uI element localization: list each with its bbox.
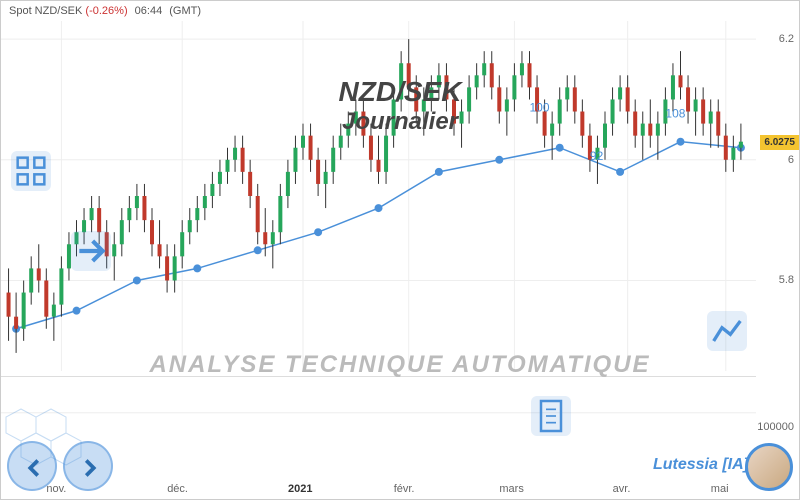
timezone: (GMT) xyxy=(169,5,201,17)
y-tick: 6.2 xyxy=(754,33,794,45)
nav-prev-button[interactable] xyxy=(7,441,57,491)
price-change: (-0.26%) xyxy=(85,5,127,17)
instrument-label: Spot NZD/SEK xyxy=(9,5,82,17)
nav-next-button[interactable] xyxy=(63,441,113,491)
y-tick: 6 xyxy=(754,154,794,166)
x-tick: 2021 xyxy=(288,483,312,495)
current-price-tag: 6.0275 xyxy=(760,135,799,150)
chart-container: Spot NZD/SEK (-0.26%) 06:44 (GMT) NZD/SE… xyxy=(0,0,800,500)
document-icon[interactable] xyxy=(531,396,571,436)
x-axis: nov.déc.2021févr.marsavr.mai xyxy=(1,479,756,495)
svg-text:100: 100 xyxy=(530,101,550,115)
timestamp: 06:44 xyxy=(135,5,163,17)
x-tick: avr. xyxy=(613,483,631,495)
grid-icon[interactable] xyxy=(11,151,51,191)
avatar-icon[interactable] xyxy=(745,443,793,491)
x-tick: mai xyxy=(711,483,729,495)
header: Spot NZD/SEK (-0.26%) 06:44 (GMT) xyxy=(9,5,201,17)
svg-text:92: 92 xyxy=(590,149,604,163)
brand-label: Lutessia [IA] xyxy=(653,456,749,474)
chart-icon[interactable] xyxy=(707,311,747,351)
arrow-right-icon[interactable] xyxy=(71,231,111,271)
x-tick: mars xyxy=(499,483,523,495)
svg-text:108: 108 xyxy=(665,107,685,121)
x-tick: févr. xyxy=(394,483,415,495)
x-tick: déc. xyxy=(167,483,188,495)
y-axis: 5.8 6 6.2 xyxy=(754,21,799,371)
volume-tick: 100000 xyxy=(754,421,794,433)
candlestick-chart[interactable]: 100 92 108 xyxy=(1,21,756,371)
y-tick: 5.8 xyxy=(754,274,794,286)
